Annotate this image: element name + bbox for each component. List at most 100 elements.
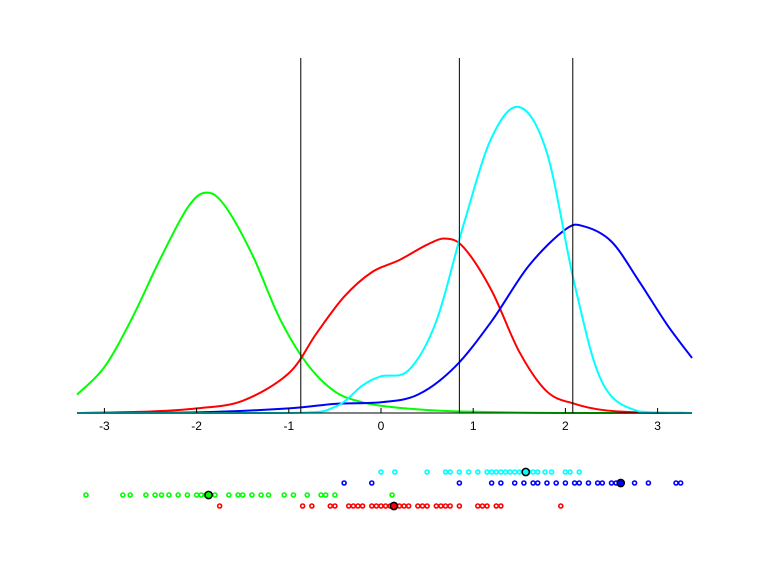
- sample-point: [235, 492, 241, 498]
- sample-point: [184, 492, 191, 498]
- sample-point: [322, 492, 329, 498]
- sample-point: [332, 503, 338, 509]
- x-axis: -3 -2 -1 0 1 2 3: [77, 408, 692, 433]
- sample-point: [576, 469, 583, 475]
- sample-point: [475, 469, 481, 475]
- sample-point: [553, 480, 559, 486]
- sample-point: [599, 480, 606, 486]
- sample-point: [488, 480, 495, 486]
- sample-point: [350, 503, 357, 509]
- sample-point: [608, 480, 615, 486]
- sample-point: [419, 503, 426, 509]
- sample-point: [212, 492, 218, 498]
- sample-point: [576, 480, 583, 486]
- sample-point: [442, 503, 449, 509]
- sample-point: [456, 503, 463, 509]
- sample-point: [498, 503, 504, 509]
- sample-point: [127, 492, 134, 498]
- sample-point: [281, 492, 287, 498]
- sample-point: [193, 492, 200, 498]
- cyan-density-curve: [76, 105, 693, 415]
- sample-point: [341, 480, 347, 486]
- sample-point: [456, 469, 463, 475]
- green-density-curve: [76, 191, 692, 415]
- sample-point: [567, 469, 573, 475]
- x-axis-ticks: -3 -2 -1 0 1 2 3: [99, 408, 661, 433]
- blue-sample-row: [341, 478, 684, 488]
- red-sample-row: [216, 501, 564, 511]
- sample-point: [359, 503, 366, 509]
- sample-point: [424, 469, 430, 475]
- sample-point: [677, 480, 684, 486]
- blue-mean-marker: [616, 478, 626, 488]
- sample-point: [534, 469, 541, 475]
- sample-point: [382, 503, 389, 509]
- sample-point: [299, 503, 306, 509]
- sample-point: [442, 469, 449, 475]
- sample-point: [166, 492, 172, 498]
- red-density-curve: [76, 237, 693, 414]
- sample-point: [309, 503, 315, 509]
- sample-point: [673, 480, 679, 486]
- sample-point: [83, 492, 89, 498]
- sample-point: [447, 503, 453, 509]
- red-mean-marker: [389, 501, 399, 511]
- sample-point: [378, 469, 384, 475]
- sample-point: [226, 492, 232, 498]
- sample-point: [433, 503, 440, 509]
- sample-point: [392, 469, 398, 475]
- x-tick-label: 0: [378, 419, 385, 433]
- blue-density-curve: [76, 223, 693, 414]
- sample-point: [475, 503, 481, 509]
- sample-point: [516, 469, 523, 475]
- sample-point: [521, 480, 527, 486]
- sample-point: [216, 503, 223, 509]
- sample-point: [239, 492, 246, 498]
- sample-point: [368, 503, 375, 509]
- sample-point: [327, 503, 334, 509]
- sample-point: [465, 469, 472, 475]
- sample-point: [562, 480, 569, 486]
- sample-point: [345, 503, 352, 509]
- sample-point: [542, 469, 548, 475]
- sample-point: [544, 480, 550, 486]
- sample-point: [511, 469, 518, 475]
- sample-point: [355, 503, 361, 509]
- sample-point: [585, 480, 592, 486]
- sample-point: [493, 503, 500, 509]
- x-tick-label: -3: [99, 419, 110, 433]
- x-tick-label: -2: [191, 419, 202, 433]
- green-mean-marker: [204, 490, 213, 500]
- sample-point: [530, 480, 536, 486]
- sample-point: [405, 503, 412, 509]
- sample-point: [120, 492, 126, 498]
- sample-point: [368, 480, 375, 486]
- sample-point: [265, 492, 272, 498]
- sample-point: [493, 469, 500, 475]
- sample-point: [594, 480, 601, 486]
- green-sample-row: [83, 490, 395, 500]
- sample-point: [389, 492, 395, 498]
- sample-point: [498, 480, 504, 486]
- sample-point: [152, 492, 158, 498]
- density-curves: [76, 105, 693, 415]
- sample-rug-plots: [83, 467, 684, 511]
- sample-point: [484, 469, 490, 475]
- sample-point: [534, 480, 541, 486]
- sample-point: [332, 492, 338, 498]
- x-tick-label: 2: [562, 419, 569, 433]
- sample-point: [373, 503, 380, 509]
- sample-point: [318, 492, 324, 498]
- sample-point: [511, 480, 518, 486]
- sample-point: [557, 503, 564, 509]
- sample-point: [507, 469, 513, 475]
- x-tick-label: -1: [283, 419, 294, 433]
- sample-point: [498, 469, 504, 475]
- sample-point: [378, 503, 384, 509]
- cyan-mean-marker: [521, 467, 531, 477]
- sample-point: [158, 492, 165, 498]
- sample-point: [438, 503, 444, 509]
- sample-point: [645, 480, 652, 486]
- sample-point: [502, 469, 509, 475]
- sample-point: [571, 480, 578, 486]
